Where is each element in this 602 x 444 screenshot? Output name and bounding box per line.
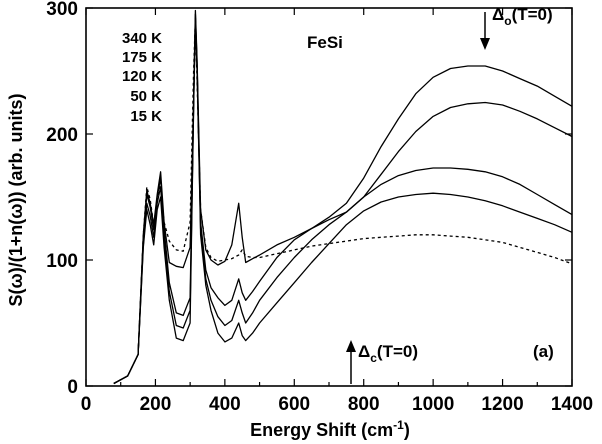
- delta-o-annotation: Δo(T=0): [480, 5, 553, 50]
- legend-entry-0: 340 K: [122, 30, 162, 47]
- series-line-0: [113, 17, 573, 385]
- legend: 340 K 175 K 120 K 50 K 15 K: [122, 30, 162, 125]
- delta-c-arrowhead: [346, 340, 356, 352]
- x-tick-label-1: 200: [140, 394, 172, 415]
- x-tick-label-6: 1200: [481, 394, 523, 415]
- y-tick-label-1: 100: [46, 251, 78, 272]
- series-line-3: [113, 13, 573, 385]
- y-tick-label-2: 200: [46, 125, 78, 146]
- x-tick-label-0: 0: [81, 394, 92, 415]
- ticks-group: 0 200 400 600 800 1000 1200 1400 0 100 200 300: [46, 0, 593, 415]
- delta-c-label: Δc(T=0): [358, 342, 418, 365]
- series-line-4: [113, 9, 573, 385]
- legend-entry-3: 50 K: [130, 88, 162, 105]
- delta-c-annotation: Δc(T=0): [346, 340, 418, 384]
- legend-entry-1: 175 K: [122, 49, 162, 66]
- series-line-2: [113, 17, 573, 385]
- x-tick-label-3: 600: [278, 394, 310, 415]
- x-tick-label-7: 1400: [551, 394, 593, 415]
- series-group: [113, 9, 573, 385]
- panel-label: (a): [533, 342, 554, 361]
- delta-o-label: Δo(T=0): [492, 5, 553, 28]
- series-line-1: [113, 19, 573, 385]
- y-tick-label-0: 0: [67, 377, 78, 398]
- y-tick-label-3: 300: [46, 0, 78, 20]
- legend-entry-4: 15 K: [130, 108, 162, 125]
- x-tick-label-4: 800: [348, 394, 380, 415]
- x-tick-label-2: 400: [209, 394, 241, 415]
- chart-title: FeSi: [307, 33, 343, 52]
- delta-o-arrowhead: [480, 38, 490, 50]
- x-axis-title: Energy Shift (cm-1): [250, 418, 410, 440]
- y-axis-title: S(ω)/(1+n(ω)) (arb. units): [6, 94, 26, 307]
- x-tick-label-5: 1000: [412, 394, 454, 415]
- legend-entry-2: 120 K: [122, 68, 162, 85]
